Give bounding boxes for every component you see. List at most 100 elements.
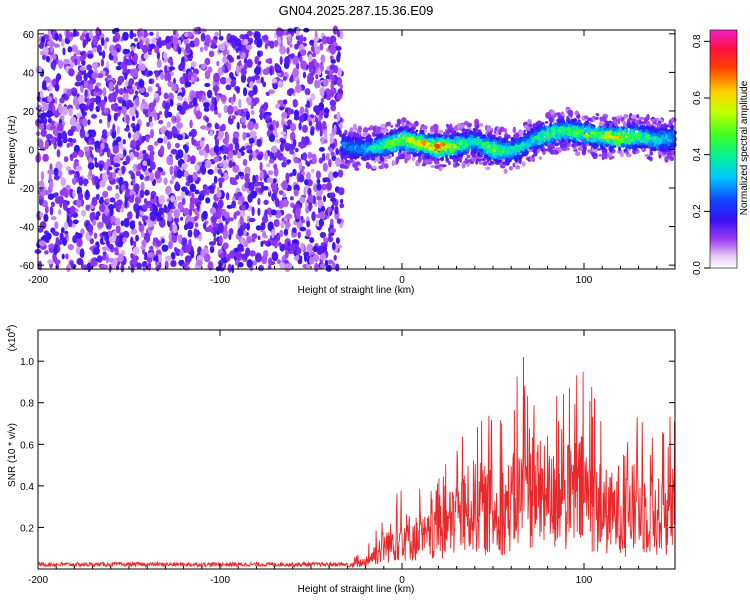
noise-pixel: [74, 81, 81, 87]
noise-pixel: [293, 189, 299, 197]
band-halo-pixel: [382, 129, 388, 134]
noise-pixel: [219, 146, 224, 152]
band-halo-pixel: [549, 109, 556, 116]
band-halo-pixel: [399, 153, 406, 160]
noise-pixel: [178, 63, 185, 72]
noise-pixel: [320, 97, 325, 103]
band-pixel: [475, 128, 478, 132]
noise-pixel: [170, 252, 176, 260]
noise-pixel: [130, 50, 135, 57]
noise-pixel: [53, 192, 59, 198]
noise-pixel: [148, 70, 153, 76]
noise-pixel: [114, 192, 120, 200]
band-halo-pixel: [538, 156, 542, 160]
band-halo-pixel: [636, 114, 640, 119]
noise-pixel: [315, 170, 321, 180]
noise-pixel: [305, 206, 310, 214]
noise-pixel: [300, 49, 306, 56]
band-halo-pixel: [395, 124, 401, 128]
noise-pixel: [198, 149, 205, 156]
band-pixel: [515, 155, 519, 161]
noise-pixel: [236, 109, 242, 116]
noise-pixel: [58, 104, 63, 114]
band-pixel: [459, 136, 464, 140]
noise-pixel: [266, 163, 271, 168]
noise-pixel: [89, 238, 95, 245]
noise-pixel: [213, 175, 218, 184]
band-halo-pixel: [600, 117, 606, 122]
noise-pixel: [125, 49, 130, 54]
band-halo-pixel: [670, 150, 676, 155]
noise-pixel: [326, 181, 332, 191]
band-pixel: [530, 127, 534, 131]
noise-pixel: [135, 170, 142, 177]
noise-pixel: [112, 123, 116, 133]
noise-pixel: [127, 88, 135, 95]
noise-pixel: [174, 216, 179, 224]
noise-pixel: [94, 160, 98, 167]
noise-pixel: [76, 124, 82, 131]
noise-pixel: [240, 238, 244, 244]
band-halo-pixel: [656, 123, 661, 128]
noise-pixel: [329, 64, 336, 70]
noise-pixel: [95, 193, 100, 200]
band-halo-pixel: [579, 145, 583, 152]
noise-pixel: [304, 253, 308, 263]
noise-pixel: [290, 196, 294, 201]
noise-pixel: [234, 142, 240, 151]
band-halo-pixel: [521, 161, 526, 167]
noise-pixel: [237, 243, 244, 252]
noise-pixel: [300, 242, 305, 252]
noise-pixel: [267, 187, 271, 193]
noise-pixel: [147, 252, 155, 258]
band-halo-pixel: [378, 165, 384, 170]
noise-pixel: [152, 205, 158, 214]
noise-pixel: [331, 261, 336, 270]
noise-pixel: [224, 224, 228, 232]
noise-pixel: [246, 58, 253, 68]
noise-pixel: [214, 122, 219, 130]
noise-pixel: [79, 66, 86, 71]
noise-pixel: [209, 130, 214, 137]
noise-pixel: [339, 121, 343, 130]
noise-pixel: [79, 34, 85, 41]
noise-pixel: [328, 74, 335, 80]
band-halo-pixel: [478, 160, 483, 165]
noise-pixel: [66, 264, 71, 273]
noise-pixel: [113, 154, 121, 164]
band-halo-pixel: [417, 156, 422, 163]
noise-pixel: [55, 236, 60, 245]
noise-pixel: [245, 145, 253, 150]
noise-pixel: [231, 200, 237, 209]
band-pixel: [557, 119, 562, 124]
band-pixel: [544, 121, 549, 124]
noise-pixel: [235, 210, 240, 216]
noise-pixel: [301, 136, 305, 144]
band-pixel: [445, 154, 448, 159]
noise-pixel: [214, 86, 218, 97]
noise-pixel: [216, 60, 220, 67]
noise-pixel: [190, 61, 197, 68]
band-halo-pixel: [594, 116, 599, 120]
noise-pixel: [149, 31, 154, 36]
band-halo-pixel: [591, 152, 597, 157]
noise-pixel: [176, 169, 183, 179]
noise-pixel: [108, 81, 114, 92]
noise-pixel: [94, 85, 99, 93]
noise-pixel: [149, 161, 156, 171]
band-pixel: [585, 136, 589, 140]
noise-pixel: [75, 233, 83, 239]
noise-pixel: [231, 180, 238, 186]
noise-pixel: [336, 53, 341, 63]
noise-pixel: [217, 199, 224, 209]
noise-pixel: [303, 136, 310, 146]
noise-pixel: [95, 148, 101, 153]
noise-pixel: [276, 72, 281, 77]
noise-pixel: [166, 42, 172, 50]
noise-pixel: [64, 230, 69, 235]
band-halo-pixel: [498, 129, 502, 136]
noise-pixel: [175, 153, 179, 161]
noise-pixel: [57, 209, 62, 216]
noise-pixel: [124, 127, 130, 132]
noise-pixel: [66, 142, 71, 148]
